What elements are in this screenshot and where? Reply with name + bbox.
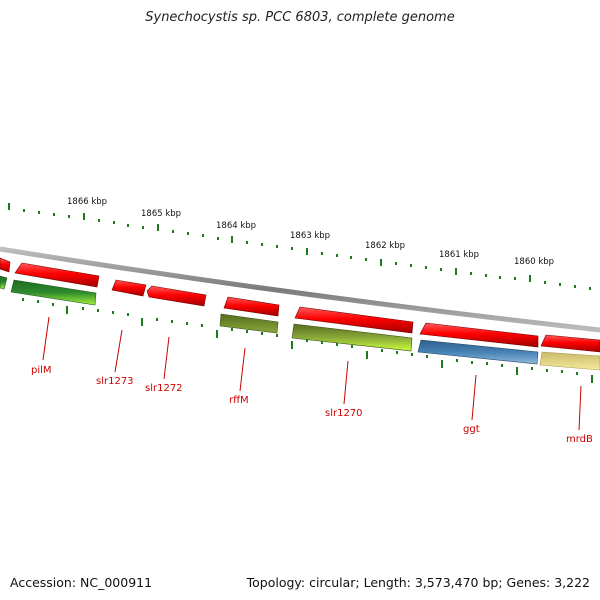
scale-label: 1862 kbp [365,241,405,251]
leader-line [42,316,50,361]
gene-label-leaders [42,316,582,431]
inner-minor-ticks [22,298,578,375]
forward-gene[interactable] [294,306,414,334]
reverse-gene[interactable] [219,313,279,334]
gene-label[interactable]: mrdB [566,434,593,445]
reverse-strand-genes [0,275,600,371]
gene-label[interactable]: slr1273 [96,376,134,387]
scale-label: 1865 kbp [141,209,181,219]
gene-labels: pilM slr1273 slr1272 rffM slr1270 ggt mr… [31,365,593,445]
forward-gene[interactable] [419,322,539,348]
reverse-gene[interactable] [10,279,97,306]
scale-labels: 1866 kbp 1865 kbp 1864 kbp 1863 kbp 1862… [67,197,554,267]
genome-backbone [0,246,600,333]
map-title: Synechocystis sp. PCC 6803, complete gen… [145,10,455,25]
scale-label: 1860 kbp [514,257,554,267]
forward-strand-genes [0,257,600,353]
outer-major-ticks [8,203,531,282]
scale-label: 1866 kbp [67,197,107,207]
gene-label[interactable]: ggt [463,424,480,435]
reverse-gene[interactable] [417,339,539,365]
forward-gene[interactable] [540,334,600,353]
reverse-gene[interactable] [539,351,600,371]
outer-scale [8,203,591,290]
forward-gene[interactable] [111,279,147,297]
scale-label: 1864 kbp [216,221,256,231]
leader-line [114,329,123,373]
leader-line [471,374,477,421]
scale-label: 1861 kbp [439,250,479,260]
reverse-gene[interactable] [0,275,8,290]
leader-line [578,385,582,431]
inner-scale [22,298,593,383]
gene-label[interactable]: pilM [31,365,52,376]
gene-label[interactable]: slr1270 [325,408,363,419]
leader-line [343,360,349,405]
genome-summary-text: Topology: circular; Length: 3,573,470 bp… [246,575,590,590]
gene-label[interactable]: rffM [229,395,249,406]
forward-gene[interactable] [146,285,207,307]
inner-major-ticks [66,306,593,383]
leader-line [239,347,246,392]
scale-label: 1863 kbp [290,231,330,241]
reverse-gene[interactable] [291,323,413,352]
leader-line [163,336,170,380]
forward-gene[interactable] [0,257,11,273]
outer-minor-ticks [23,209,591,290]
forward-gene[interactable] [14,262,100,288]
forward-gene[interactable] [223,296,280,317]
gene-label[interactable]: slr1272 [145,383,183,394]
accession-text: Accession: NC_000911 [10,575,153,590]
